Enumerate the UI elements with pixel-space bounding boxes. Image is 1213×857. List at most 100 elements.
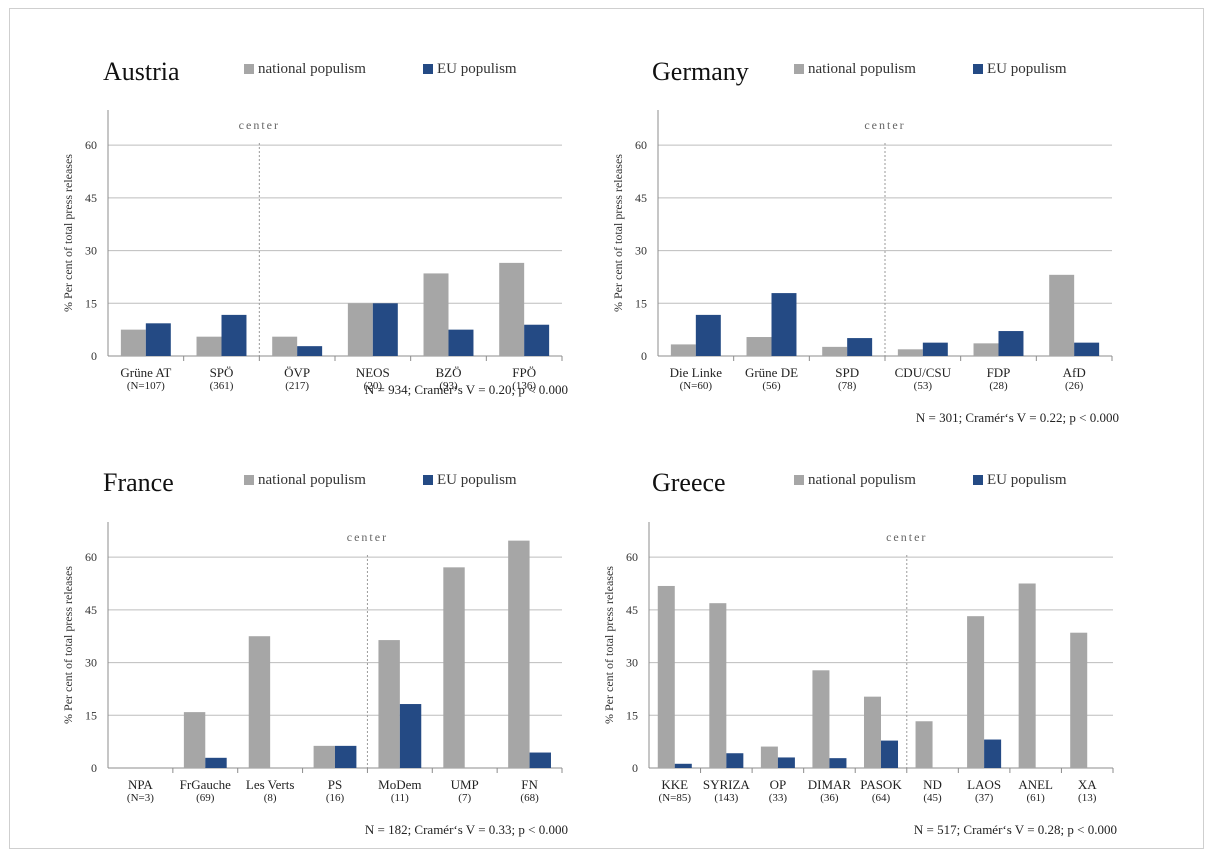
bar-eu-syriza xyxy=(726,753,744,768)
x-count-label: (N=3) xyxy=(127,792,154,804)
legend-label-eu: EU populism xyxy=(437,61,517,77)
x-count-label: (N=60) xyxy=(680,380,713,392)
y-axis-label: % Per cent of total press releases xyxy=(61,154,75,312)
x-count-label: (37) xyxy=(975,792,994,804)
bar-national-anel xyxy=(1018,583,1036,768)
bar-national-neos xyxy=(347,303,373,356)
x-category-label: SPD xyxy=(835,365,859,380)
legend-swatch-eu xyxy=(973,475,983,485)
x-count-label: (53) xyxy=(914,380,933,392)
x-count-label: (64) xyxy=(872,792,891,804)
x-count-label: (45) xyxy=(923,792,942,804)
y-tick-label: 15 xyxy=(85,708,97,722)
y-tick-label: 30 xyxy=(626,656,638,670)
center-label: center xyxy=(347,530,388,544)
bar-eu-pasok xyxy=(881,740,899,768)
x-count-label: (26) xyxy=(1065,380,1084,392)
bar-national-afd xyxy=(1049,274,1075,356)
bar-national-nd xyxy=(915,721,933,768)
legend-label-national: national populism xyxy=(258,472,366,488)
statistics-note: N = 517; Cramér‘s V = 0.28; p < 0.000 xyxy=(914,822,1117,837)
bar-eu-bz- xyxy=(448,329,474,356)
y-tick-label: 30 xyxy=(85,244,97,258)
legend-label-eu: EU populism xyxy=(987,472,1067,488)
figure-frame xyxy=(9,8,1204,849)
y-tick-label: 60 xyxy=(85,550,97,564)
bar-national-gr-ne-de xyxy=(746,337,772,356)
bar-eu-frgauche xyxy=(205,757,227,768)
bar-national-fdp xyxy=(973,343,999,356)
chart-title: France xyxy=(103,468,174,497)
statistics-note: N = 301; Cramér‘s V = 0.22; p < 0.000 xyxy=(916,410,1119,425)
bar-national-die-linke xyxy=(670,344,696,356)
bar-eu-kke xyxy=(674,763,692,768)
bar-eu-fn xyxy=(529,752,551,768)
x-count-label: (68) xyxy=(520,792,539,804)
x-count-label: (36) xyxy=(820,792,839,804)
x-category-label: XA xyxy=(1078,777,1097,792)
y-axis-label: % Per cent of total press releases xyxy=(602,566,616,724)
y-tick-label: 15 xyxy=(635,296,647,310)
bar-eu-sp- xyxy=(221,314,247,356)
bar-eu-modem xyxy=(399,704,422,768)
x-category-label: NPA xyxy=(128,777,153,792)
y-tick-label: 0 xyxy=(632,761,638,775)
x-count-label: (28) xyxy=(989,380,1008,392)
bar-eu-cdu-csu xyxy=(922,342,948,356)
legend-swatch-national xyxy=(244,64,254,74)
x-count-label: (361) xyxy=(210,380,234,392)
statistics-note: N = 934; Cramér‘s V = 0.20; p < 0.000 xyxy=(365,382,568,397)
bar-eu-afd xyxy=(1074,342,1100,356)
chart-title: Austria xyxy=(103,57,180,86)
bar-national-gr-ne-at xyxy=(120,329,146,356)
y-tick-label: 45 xyxy=(635,191,647,205)
y-tick-label: 60 xyxy=(85,138,97,152)
statistics-note: N = 182; Cramér‘s V = 0.33; p < 0.000 xyxy=(365,822,568,837)
bar-eu-fp- xyxy=(524,324,550,356)
x-category-label: SYRIZA xyxy=(703,777,751,792)
x-category-label: LAOS xyxy=(967,777,1001,792)
x-count-label: (33) xyxy=(769,792,788,804)
chart-panel-france: France national populism EU populism 0 15 30 4… xyxy=(61,468,568,837)
x-count-label: (78) xyxy=(838,380,857,392)
bar-national-kke xyxy=(657,585,675,768)
y-tick-label: 0 xyxy=(641,349,647,363)
center-label: center xyxy=(864,118,905,132)
x-count-label: (56) xyxy=(762,380,781,392)
y-tick-label: 30 xyxy=(85,656,97,670)
x-category-label: OP xyxy=(770,777,787,792)
x-category-label: ND xyxy=(923,777,942,792)
bar-national-les-verts xyxy=(248,636,271,768)
bar-eu-op xyxy=(777,757,795,768)
bar-eu--vp xyxy=(297,346,323,356)
bar-eu-die-linke xyxy=(695,314,721,356)
bar-national-cdu-csu xyxy=(897,349,923,356)
x-category-label: MoDem xyxy=(378,777,421,792)
x-category-label: DIMAR xyxy=(808,777,852,792)
legend-swatch-eu xyxy=(423,475,433,485)
bar-national-frgauche xyxy=(183,712,206,768)
x-category-label: PS xyxy=(328,777,342,792)
bar-national-fp- xyxy=(499,262,525,356)
bar-national-ps xyxy=(313,745,335,768)
bar-national-sp- xyxy=(196,336,222,356)
bar-national-dimar xyxy=(812,670,830,768)
x-category-label: ÖVP xyxy=(284,365,310,380)
bar-eu-ps xyxy=(335,745,357,768)
bar-national-bz- xyxy=(423,273,449,356)
x-count-label: (7) xyxy=(458,792,471,804)
x-category-label: SPÖ xyxy=(210,365,234,380)
x-count-label: (61) xyxy=(1027,792,1046,804)
bar-national-spd xyxy=(822,346,848,356)
x-category-label: Grüne DE xyxy=(745,365,798,380)
y-tick-label: 60 xyxy=(626,550,638,564)
x-category-label: FN xyxy=(521,777,538,792)
x-count-label: (93) xyxy=(439,380,458,392)
x-category-label: ANEL xyxy=(1018,777,1053,792)
x-count-label: (8) xyxy=(264,792,277,804)
legend-label-national: national populism xyxy=(258,61,366,77)
bar-national-ump xyxy=(443,567,465,768)
legend-label-eu: EU populism xyxy=(987,61,1067,77)
bar-eu-spd xyxy=(847,338,873,356)
